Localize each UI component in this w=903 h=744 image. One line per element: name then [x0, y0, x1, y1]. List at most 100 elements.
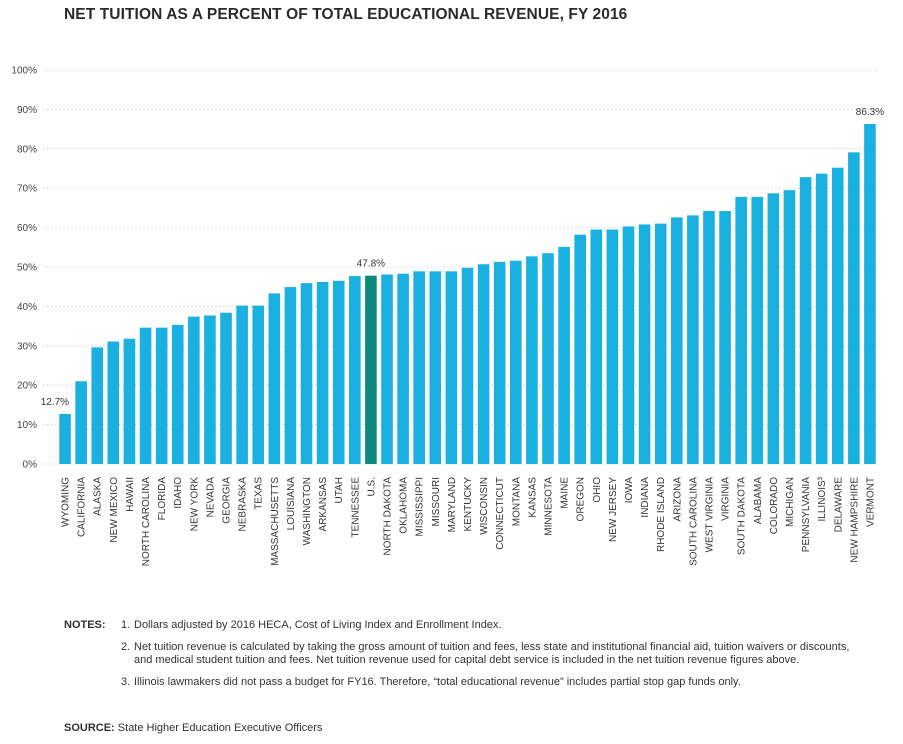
- x-tick-label: COLORADO: [769, 477, 780, 534]
- x-tick-label: WASHINGTON: [302, 477, 313, 545]
- bar: [864, 123, 876, 464]
- bar: [622, 226, 635, 464]
- bar: [767, 193, 780, 464]
- x-tick-label: MINNESOTA: [543, 477, 554, 536]
- bar: [429, 271, 442, 464]
- x-tick-label: IOWA: [624, 477, 635, 504]
- bar: [155, 327, 168, 464]
- chart-title: NET TUITION AS A PERCENT OF TOTAL EDUCAT…: [64, 6, 628, 23]
- x-tick-label: U.S.: [366, 477, 377, 496]
- x-tick-label: SOUTH DAKOTA: [737, 477, 748, 555]
- bar: [687, 215, 699, 464]
- bar-chart: 0% 10% 20% 30% 40% 50% 60% 70% 80% 90% 100% 12.7% 4…: [11, 66, 885, 567]
- y-tick-label: 40%: [17, 302, 37, 313]
- y-tick-label: 0%: [23, 460, 38, 471]
- bar: [75, 381, 87, 464]
- x-tick-label: LOUISIANA: [286, 477, 297, 531]
- source-label: SOURCE:: [64, 722, 115, 734]
- bar: [670, 217, 683, 464]
- x-tick-label: ARIZONA: [672, 477, 683, 522]
- x-tick-label: NORTH CAROLINA: [141, 477, 152, 567]
- bar: [477, 264, 490, 464]
- bar: [91, 347, 104, 464]
- x-tick-label: MARYLAND: [447, 477, 458, 532]
- bar: [316, 281, 329, 464]
- bar: [268, 293, 281, 464]
- x-axis: WYOMING CALIFORNIA ALASKA NEW MEXICO HAWAII N…: [61, 476, 877, 566]
- bar: [526, 256, 538, 464]
- y-tick-label: 30%: [17, 341, 37, 352]
- y-tick-label: 100%: [11, 66, 37, 77]
- bar: [397, 273, 409, 464]
- x-tick-label: OHIO: [592, 477, 603, 503]
- x-tick-label: ARKANSAS: [318, 477, 329, 532]
- notes-label: NOTES:: [64, 619, 106, 631]
- bar: [606, 229, 619, 464]
- bar: [204, 315, 216, 464]
- x-tick-label: TEXAS: [254, 477, 265, 510]
- bar: [413, 271, 426, 464]
- y-tick-label: 20%: [17, 381, 37, 392]
- x-tick-label: SOUTH CAROLINA: [688, 477, 699, 566]
- bar: [365, 275, 377, 464]
- note-text: Dollars adjusted by 2016 HECA, Cost of L…: [134, 619, 502, 631]
- note-1: NOTES: 1. Dollars adjusted by 2016 HECA, …: [64, 619, 864, 632]
- x-tick-label: IDAHO: [173, 477, 184, 509]
- x-tick-label: RHODE ISLAND: [656, 477, 667, 552]
- bar: [461, 267, 474, 464]
- x-tick-label: NEW YORK: [189, 477, 200, 532]
- note-2: 2. Net tuition revenue is calculated by t…: [64, 641, 864, 667]
- bar: [719, 211, 731, 464]
- x-tick-label: MASSACHUSETTS: [270, 477, 281, 566]
- x-tick-label: MAINE: [560, 477, 571, 509]
- data-label: 86.3%: [856, 107, 884, 118]
- bar: [542, 253, 554, 464]
- note-number: 2.: [121, 641, 131, 653]
- source-text: State Higher Education Executive Officer…: [117, 722, 323, 734]
- x-tick-label: NEW MEXICO: [109, 477, 120, 543]
- bar: [107, 341, 120, 464]
- x-tick-label: WISCONSIN: [479, 477, 490, 535]
- bars: [59, 123, 876, 465]
- x-tick-label: WEST VIRGINIA: [704, 477, 715, 553]
- x-tick-label: MISSISSIPPI: [415, 477, 426, 536]
- x-tick-label: NEW HAMPSHIRE: [849, 477, 860, 563]
- x-tick-label: NEW JERSEY: [608, 477, 619, 542]
- bar: [590, 229, 603, 464]
- x-tick-label: INDIANA: [640, 477, 651, 518]
- x-tick-label: HAWAII: [125, 477, 136, 512]
- bar: [381, 274, 393, 464]
- x-tick-label: NEBRASKA: [238, 477, 249, 532]
- data-labels: 12.7% 47.8% 86.3%: [41, 107, 885, 408]
- bar: [493, 261, 506, 464]
- bar: [509, 260, 522, 464]
- note-number: 1.: [121, 619, 131, 631]
- bar: [703, 211, 715, 464]
- bar: [799, 177, 812, 464]
- bar: [236, 305, 248, 464]
- y-tick-label: 80%: [17, 144, 37, 155]
- x-tick-label: GEORGIA: [222, 477, 233, 524]
- bar: [815, 173, 828, 464]
- note-number: 3.: [121, 676, 131, 688]
- bar: [638, 224, 651, 464]
- x-tick-label: OKLAHOMA: [399, 477, 410, 534]
- bar: [59, 413, 71, 464]
- x-tick-label: MICHIGAN: [785, 477, 796, 527]
- note-3: 3. Illinois lawmakers did not pass a budg…: [64, 676, 864, 689]
- x-tick-label: UTAH: [334, 477, 345, 503]
- y-axis: 0% 10% 20% 30% 40% 50% 60% 70% 80% 90% 100%: [11, 66, 37, 471]
- x-tick-label: KENTUCKY: [463, 477, 474, 532]
- x-tick-label: DELAWARE: [833, 477, 844, 533]
- x-tick-label: KANSAS: [527, 477, 538, 518]
- bar: [300, 283, 313, 464]
- x-tick-label: NEVADA: [205, 477, 216, 518]
- x-tick-label: ILLINOIS³: [817, 476, 828, 521]
- y-tick-label: 60%: [17, 223, 37, 234]
- bar: [284, 287, 297, 464]
- x-tick-label: NORTH DAKOTA: [383, 477, 394, 556]
- y-tick-label: 90%: [17, 105, 37, 116]
- bar: [188, 316, 200, 464]
- note-text: Illinois lawmakers did not pass a budget…: [134, 676, 741, 688]
- x-tick-label: ALASKA: [93, 477, 104, 516]
